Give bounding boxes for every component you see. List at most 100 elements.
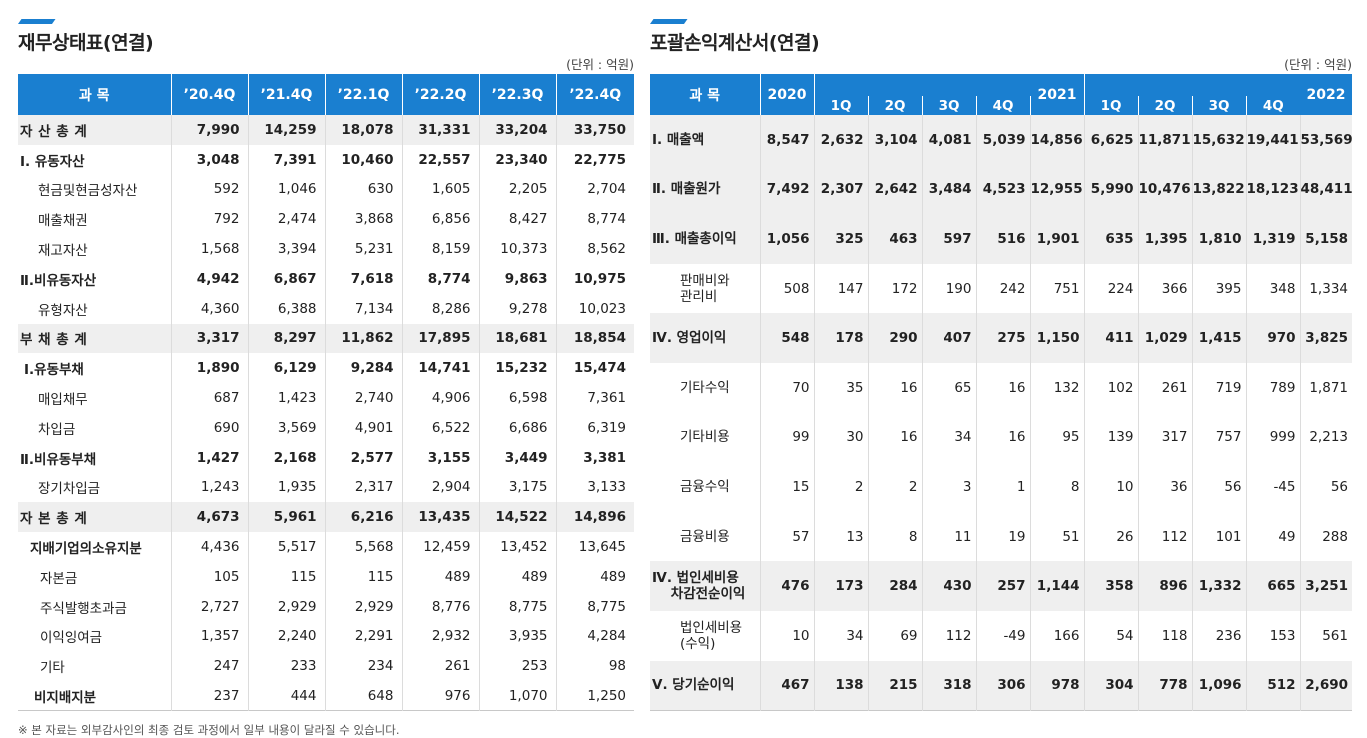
cell-value: 463 [868, 214, 923, 264]
cell-value: 306 [976, 660, 1031, 711]
cell-value: 12,955 [1030, 164, 1085, 215]
balance-sheet-title: 재무상태표(연결) [18, 32, 154, 54]
cell-value: 22,775 [573, 151, 626, 168]
cell-value: 4,673 [171, 502, 249, 533]
row-label: 현금및현금성자산 [18, 174, 172, 205]
cell-value: 8,562 [587, 241, 626, 258]
cell-value: 247 [171, 651, 249, 682]
cell-value: 512 [1246, 660, 1301, 711]
cell-value: 489 [600, 568, 626, 585]
table-row: 비지배지분 237 444 648 976 1,070 1,250 [18, 681, 634, 711]
row-label: 주식발행초과금 [18, 591, 172, 622]
cell-value: 6,216 [325, 502, 403, 533]
cell-value: 1,070 [479, 681, 557, 711]
cell-value: 1,395 [1138, 214, 1193, 264]
row-label: 자 산 총 계 [18, 115, 172, 145]
cell-value: 5,231 [325, 234, 403, 264]
title-accent-bar [650, 19, 688, 24]
cell-value: 3,935 [479, 621, 557, 652]
cell-value: 978 [1030, 660, 1085, 711]
row-label-text: Ⅲ. 매출총이익 [652, 230, 737, 247]
cell-value: 325 [814, 214, 869, 264]
cell-value: 288 [1322, 528, 1348, 545]
row-label: 자 본 총 계 [18, 502, 172, 533]
cell-value: 2,929 [248, 591, 326, 622]
cell-value: 3,048 [171, 144, 249, 175]
cell-value: 22,557 [402, 144, 480, 175]
cell-value: 234 [325, 651, 403, 682]
cell-value: 1 [976, 462, 1031, 512]
cell-value: 407 [922, 313, 977, 363]
header-period: ’22.1Q [325, 74, 403, 115]
cell-value: 118 [1138, 610, 1193, 661]
header-quarter: 3Q [1192, 96, 1247, 115]
cell-value: 236 [1192, 610, 1247, 661]
cell-value: 8,427 [479, 204, 557, 235]
table-row: 자본금 105 115 115 489 489 489 [18, 561, 634, 592]
cell-value: 115 [325, 561, 403, 592]
cell-value: 99 [760, 412, 815, 463]
cell-value: 8 [1030, 462, 1085, 512]
header-2021-span [814, 74, 1030, 96]
cell-value: 3,175 [479, 472, 557, 503]
cell-value: 2,168 [248, 442, 326, 473]
cell-value: 112 [1138, 511, 1193, 562]
cell-value: 687 [171, 383, 249, 413]
cell-value: 30 [814, 412, 869, 463]
cell-value: 5,158 [1300, 214, 1352, 264]
cell-value: 4,360 [171, 293, 249, 324]
footnote: ※ 본 자료는 외부감사인의 최종 검토 과정에서 일부 내용이 달라질 수 있… [18, 723, 400, 737]
cell-value: 8,286 [402, 293, 480, 324]
cell-value: 4,523 [976, 164, 1031, 215]
cell-value: 16 [976, 412, 1031, 463]
row-label-text: 금융비용 [680, 528, 730, 545]
cell-value: 3,133 [587, 479, 626, 496]
cell-value: 8 [868, 511, 923, 562]
header-quarter: 2Q [868, 96, 923, 115]
header-period: ’22.3Q [479, 74, 557, 115]
cell-value: 6,867 [248, 263, 326, 294]
table-row: 기타수익 70 35 16 65 16 132 102 261 719 789 1,871 [650, 362, 1352, 413]
cell-value: 648 [325, 681, 403, 711]
cell-value: 2,704 [587, 181, 626, 198]
cell-value: 261 [402, 651, 480, 682]
cell-value: 18,078 [325, 115, 403, 145]
cell-value: 7,618 [325, 263, 403, 294]
table-row: 기타비용 99 30 16 34 16 95 139 317 757 999 2,213 [650, 412, 1352, 463]
cell-value: 178 [814, 313, 869, 363]
header-year: 2022 [1300, 74, 1352, 115]
cell-value: 8,774 [402, 263, 480, 294]
cell-value: 15 [760, 462, 815, 512]
cell-value: 690 [171, 412, 249, 443]
cell-value: 516 [976, 214, 1031, 264]
cell-value: 1,605 [402, 174, 480, 205]
cell-value: 8,776 [402, 591, 480, 622]
cell-value: 2,932 [402, 621, 480, 652]
cell-value: 1,423 [248, 383, 326, 413]
cell-value: 57 [760, 511, 815, 562]
row-label: Ⅳ. 법인세비용 차감전순이익 [650, 561, 761, 611]
cell-value: 2,642 [868, 164, 923, 215]
row-label: 자본금 [18, 561, 172, 592]
cell-value: 166 [1030, 610, 1085, 661]
table-row: 현금및현금성자산 592 1,046 630 1,605 2,205 2,704 [18, 174, 634, 205]
cell-value: 7,990 [171, 115, 249, 145]
cell-value: 10,023 [578, 300, 626, 317]
cell-value: 2,904 [402, 472, 480, 503]
cell-value: 6,598 [479, 383, 557, 413]
cell-value: 14,896 [556, 502, 634, 533]
cell-value: 6,686 [479, 412, 557, 443]
cell-value: 348 [1246, 263, 1301, 314]
table-row: Ⅱ.비유동자산 4,942 6,867 7,618 8,774 9,863 10,975 [18, 263, 634, 294]
cell-value: 467 [760, 660, 815, 711]
table-row: Ⅱ.비유동부채 1,427 2,168 2,577 3,155 3,449 3,381 [18, 442, 634, 473]
cell-value: 115 [248, 561, 326, 592]
cell-value: 13,822 [1192, 164, 1247, 215]
cell-value: 290 [868, 313, 923, 363]
cell-value: 31,331 [402, 115, 480, 145]
cell-value: 6,856 [402, 204, 480, 235]
table-row: 부 채 총 계 3,317 8,297 11,862 17,895 18,681 18,85… [18, 323, 634, 354]
row-label: 판매비와 관리비 [650, 263, 761, 314]
cell-value: 56 [1192, 462, 1247, 512]
cell-value: 10,975 [573, 270, 626, 287]
